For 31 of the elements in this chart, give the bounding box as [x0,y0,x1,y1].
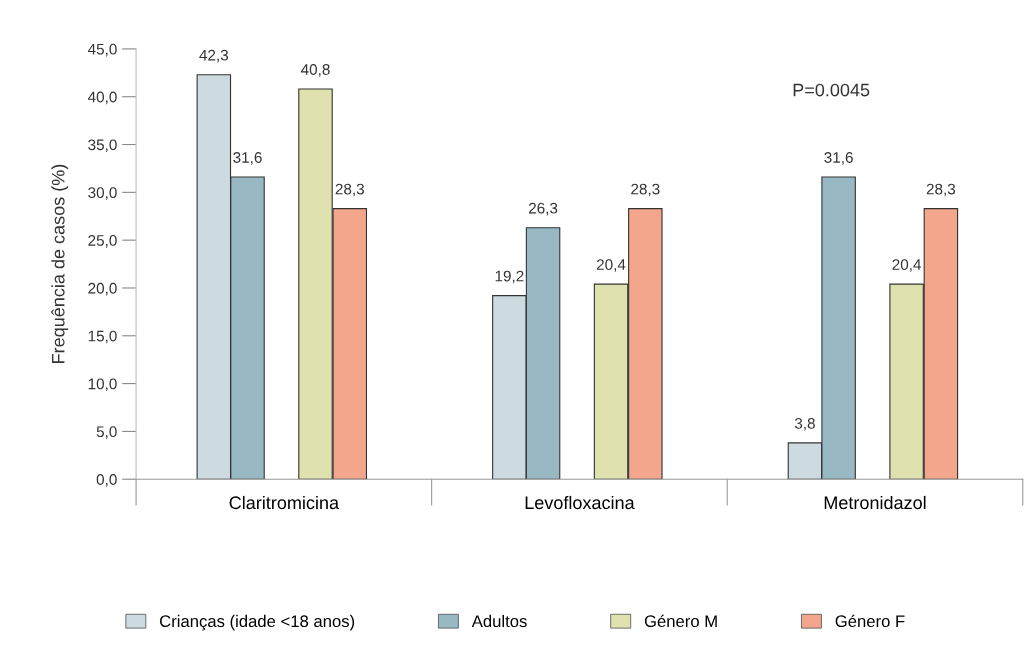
data-label: 28,3 [631,183,660,197]
y-tick-label: 15,0 [88,330,117,344]
y-tick-label: 0,0 [96,474,117,487]
y-tick-label: 45,0 [87,43,117,57]
data-label: 20,4 [892,259,922,272]
y-tick-label: 20,0 [88,282,117,296]
y-tick-label: 5,0 [96,426,117,439]
y-tick-label: 40,0 [87,91,117,105]
y-axis-title: Frequência de casos (%) [51,164,69,363]
data-label: 26,3 [528,202,558,216]
legend-label: Género F [835,614,905,628]
data-label: 40,8 [300,64,330,77]
data-label: 42,3 [199,49,229,63]
y-tick-label: 10,0 [88,378,117,392]
data-label: 28,3 [335,183,364,197]
legend-label: Crianças (idade <18 anos) [160,614,355,631]
data-label: 31,6 [233,152,262,165]
data-label: 28,3 [926,183,956,197]
legend-label: Adultos [471,614,527,628]
y-tick-label: 30,0 [88,187,117,200]
data-label: 20,4 [596,259,626,272]
data-label: 31,6 [824,152,853,165]
annotation: P=0.0045 [793,83,870,97]
x-tick-label: Levofloxacina [525,495,635,510]
y-tick-label: 25,0 [88,235,117,248]
legend-label: Género M [644,614,717,628]
data-label: 3,8 [794,417,815,431]
y-tick-label: 35,0 [88,139,117,153]
x-tick-label: Claritromicina [229,495,340,510]
data-label: 19,2 [495,270,524,284]
x-tick-label: Metronidazol [824,495,926,510]
